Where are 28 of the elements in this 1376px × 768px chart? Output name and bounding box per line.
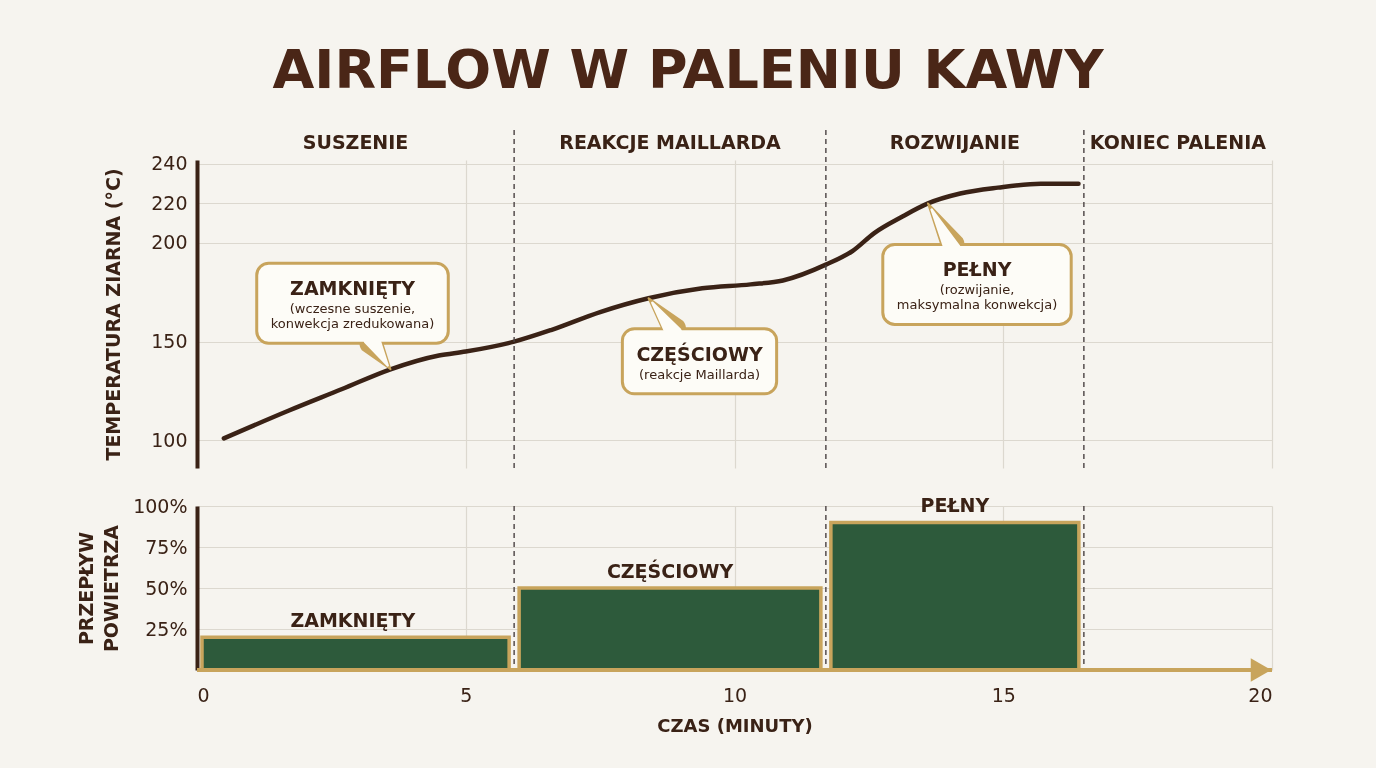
annotation: PEŁNY — [920, 494, 990, 517]
x-tick-label: 10 — [722, 683, 748, 706]
annotation: PEŁNY (rozwijanie, maksymalna konwekcja) — [896, 258, 1058, 313]
annotation: CZĘŚCIOWY (reakcje Maillarda) — [636, 341, 763, 382]
y-tick-label: 200 — [151, 231, 188, 254]
y-tick-label: 220 — [151, 191, 188, 214]
y-axis-title: TEMPERATURA ZIARNA (°C) — [101, 168, 124, 461]
text: REAKCJE MAILLARDA — [559, 131, 782, 153]
x-tick-label: 15 — [991, 683, 1016, 706]
x-tick-label: 5 — [460, 683, 473, 706]
x-tick-label: 0 — [197, 683, 210, 706]
chart-title: AIRFLOW W PALENIU KAWY — [272, 38, 1105, 102]
y-tick-label: 75% — [145, 535, 188, 558]
y-tick-label: 50% — [145, 576, 188, 599]
text: SUSZENIE — [302, 131, 409, 153]
y-tick-label: 240 — [151, 152, 188, 175]
y-tick-label: 150 — [151, 330, 188, 353]
y-tick-label: 25% — [145, 617, 188, 640]
y-axis-title: PRZEPŁYW POWIETRZA — [74, 524, 122, 653]
annotation: ZAMKNIĘTY — [290, 609, 416, 632]
annotation: CZĘŚCIOWY — [606, 559, 734, 582]
y-tick-label: 100% — [133, 494, 188, 517]
y-tick-label: 100 — [151, 428, 188, 451]
x-tick-label: 20 — [1248, 683, 1273, 706]
text: KONIEC PALENIA — [1089, 131, 1267, 153]
annotation: ZAMKNIĘTY (wczesne suszenie, konwekcja zredukowana) — [270, 277, 435, 332]
x-axis-title: CZAS (MINUTY) — [657, 714, 813, 736]
text: ROZWIJANIE — [889, 131, 1021, 153]
